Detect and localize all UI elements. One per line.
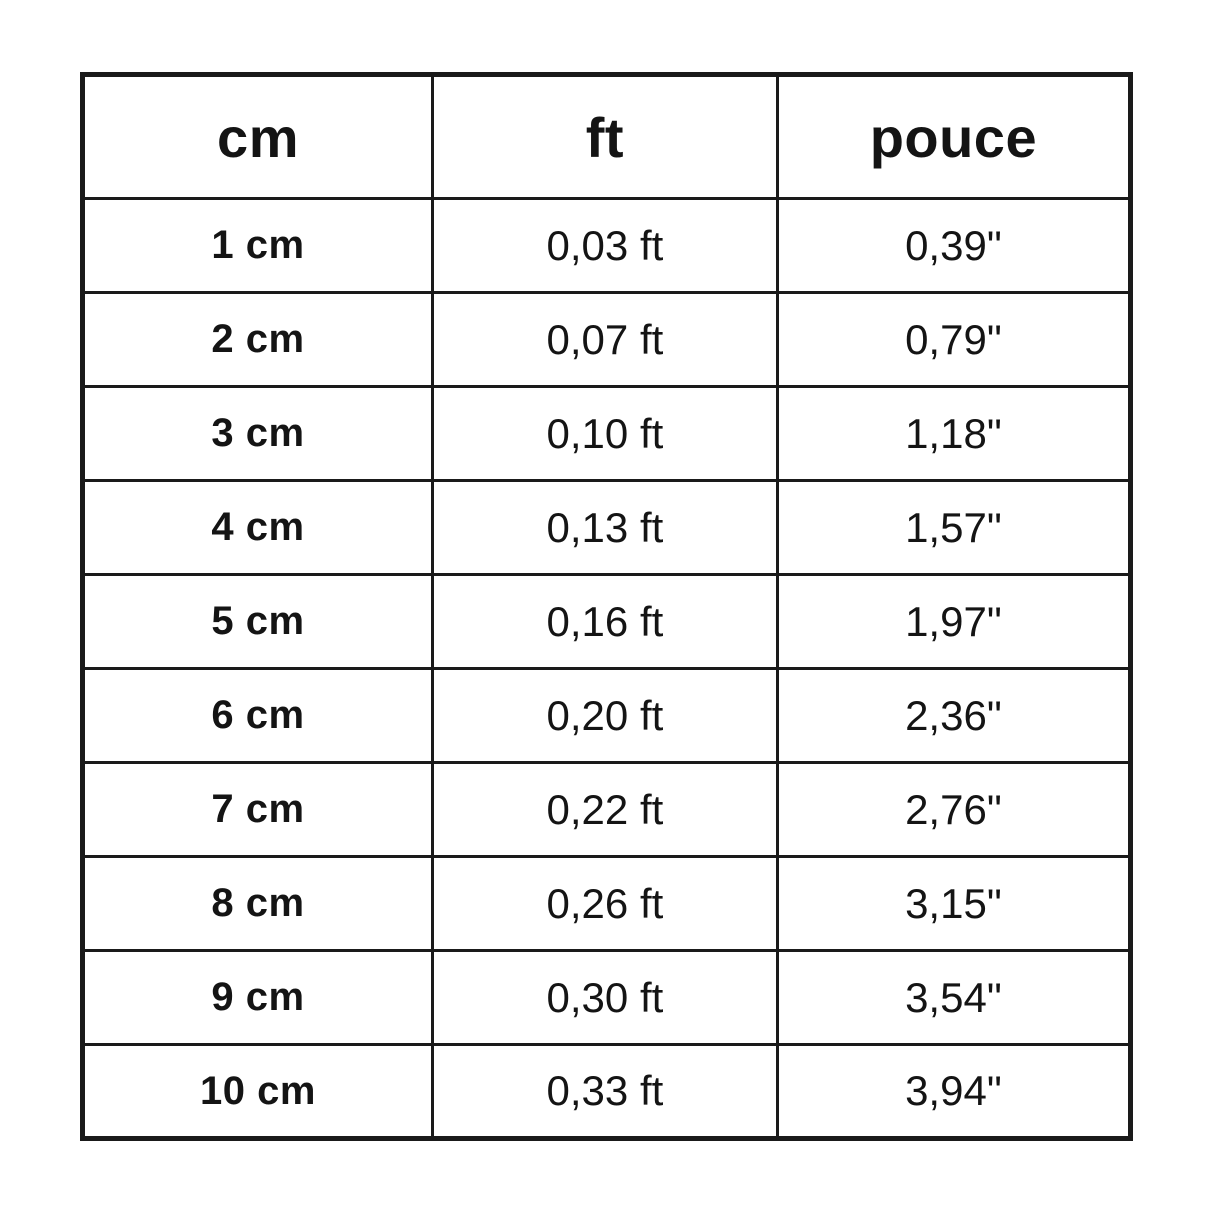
ft-value: 0,16 ft xyxy=(431,573,779,670)
pouce-value: 1,18" xyxy=(775,385,1133,482)
column-header-pouce: pouce xyxy=(775,73,1133,200)
ft-value: 0,22 ft xyxy=(431,761,779,858)
cm-value: 6 cm xyxy=(80,667,435,764)
cm-value: 9 cm xyxy=(80,949,435,1046)
header-row: cm ft pouce xyxy=(80,73,1133,200)
pouce-value: 3,94" xyxy=(775,1043,1133,1140)
cm-value: 4 cm xyxy=(80,479,435,576)
column-header-ft: ft xyxy=(431,73,779,200)
cm-value: 5 cm xyxy=(80,573,435,670)
table-row: 5 cm 0,16 ft 1,97" xyxy=(80,573,1133,670)
ft-value: 0,30 ft xyxy=(431,949,779,1046)
ft-value: 0,26 ft xyxy=(431,855,779,952)
table-row: 3 cm 0,10 ft 1,18" xyxy=(80,385,1133,482)
cm-value: 10 cm xyxy=(80,1043,435,1140)
table-row: 8 cm 0,26 ft 3,15" xyxy=(80,855,1133,952)
cm-value: 1 cm xyxy=(80,197,435,294)
pouce-value: 2,76" xyxy=(775,761,1133,858)
cm-ft-pouce-conversion-table: cm ft pouce 1 cm 0,03 ft 0,39" 2 cm 0,07… xyxy=(80,72,1133,1141)
ft-value: 0,20 ft xyxy=(431,667,779,764)
pouce-value: 3,15" xyxy=(775,855,1133,952)
table-body: 1 cm 0,03 ft 0,39" 2 cm 0,07 ft 0,79" 3 … xyxy=(80,197,1133,1140)
pouce-value: 3,54" xyxy=(775,949,1133,1046)
cm-value: 8 cm xyxy=(80,855,435,952)
ft-value: 0,03 ft xyxy=(431,197,779,294)
ft-value: 0,13 ft xyxy=(431,479,779,576)
table-row: 4 cm 0,13 ft 1,57" xyxy=(80,479,1133,576)
table-header: cm ft pouce xyxy=(80,73,1133,200)
pouce-value: 0,79" xyxy=(775,291,1133,388)
pouce-value: 2,36" xyxy=(775,667,1133,764)
cm-value: 3 cm xyxy=(80,385,435,482)
table-row: 6 cm 0,20 ft 2,36" xyxy=(80,667,1133,764)
table-row: 7 cm 0,22 ft 2,76" xyxy=(80,761,1133,858)
cm-value: 2 cm xyxy=(80,291,435,388)
ft-value: 0,07 ft xyxy=(431,291,779,388)
table-row: 10 cm 0,33 ft 3,94" xyxy=(80,1043,1133,1140)
ft-value: 0,10 ft xyxy=(431,385,779,482)
table-row: 9 cm 0,30 ft 3,54" xyxy=(80,949,1133,1046)
pouce-value: 0,39" xyxy=(775,197,1133,294)
table-row: 1 cm 0,03 ft 0,39" xyxy=(80,197,1133,294)
cm-value: 7 cm xyxy=(80,761,435,858)
table-row: 2 cm 0,07 ft 0,79" xyxy=(80,291,1133,388)
ft-value: 0,33 ft xyxy=(431,1043,779,1140)
column-header-cm: cm xyxy=(80,73,435,200)
pouce-value: 1,57" xyxy=(775,479,1133,576)
pouce-value: 1,97" xyxy=(775,573,1133,670)
